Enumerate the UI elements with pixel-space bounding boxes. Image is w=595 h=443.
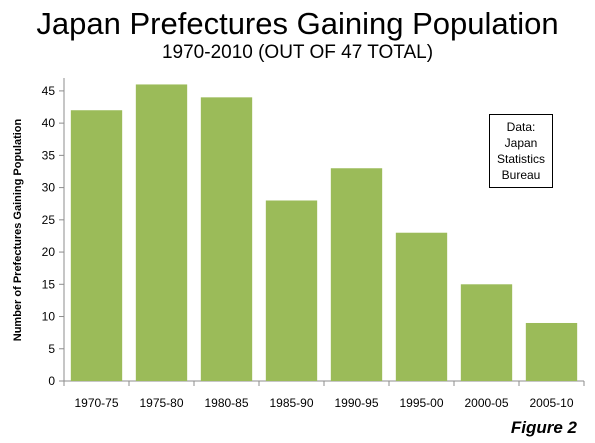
y-tick-label: 35 <box>42 148 56 162</box>
note-line-1: Data: <box>506 120 536 134</box>
note-line-4: Bureau <box>501 168 541 182</box>
y-tick-label: 45 <box>42 84 56 98</box>
bar <box>460 284 513 381</box>
bar <box>525 322 578 381</box>
bar <box>395 232 448 381</box>
x-axis: 1970-75 1975-80 1980-85 1985-90 1990-95 1995-… <box>63 380 585 410</box>
y-tick-label: 20 <box>42 245 56 259</box>
chart-title: Japan Prefectures Gaining Population <box>36 6 559 41</box>
figure-label: Figure 2 <box>510 418 577 437</box>
note-line-3: Statistics <box>496 152 545 166</box>
bar <box>265 200 318 381</box>
y-axis: 0 5 10 15 20 25 30 35 40 45 <box>42 78 65 388</box>
bars <box>70 84 578 381</box>
y-tick-label: 25 <box>42 213 56 227</box>
y-tick-label: 10 <box>42 310 56 324</box>
bar <box>200 97 253 381</box>
x-tick-label: 1970-75 <box>74 396 118 410</box>
x-tick-label: 1975-80 <box>139 396 183 410</box>
y-tick-label: 30 <box>42 181 56 195</box>
x-tick-label: 2005-10 <box>529 396 573 410</box>
bar <box>135 84 188 381</box>
x-tick-label: 2000-05 <box>464 396 508 410</box>
x-tick-label: 1980-85 <box>204 396 248 410</box>
y-tick-label: 40 <box>42 116 56 130</box>
chart-subtitle: 1970-2010 (OUT OF 47 TOTAL) <box>161 42 434 63</box>
y-tick-label: 15 <box>42 277 56 291</box>
y-tick-label: 5 <box>48 342 55 356</box>
y-axis-label: Number of Prefectures Gaining Population <box>12 118 24 341</box>
bar <box>70 110 123 381</box>
note-line-2: Japan <box>504 136 538 150</box>
x-tick-label: 1995-00 <box>399 396 443 410</box>
data-source-note: Data: Japan Statistics Bureau <box>489 114 553 188</box>
x-tick-label: 1985-90 <box>269 396 313 410</box>
bar <box>330 168 383 381</box>
x-tick-label: 1990-95 <box>334 396 378 410</box>
y-tick-label: 0 <box>48 374 55 388</box>
